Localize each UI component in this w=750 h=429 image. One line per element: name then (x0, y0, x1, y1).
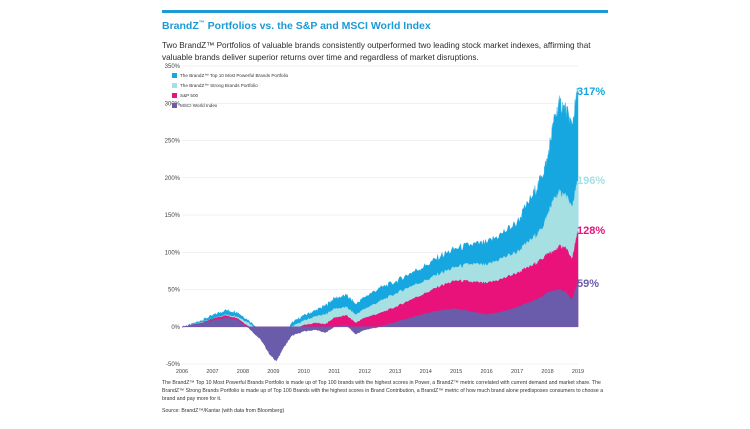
x-tick-label: 2016 (480, 369, 492, 375)
legend-swatch (172, 72, 177, 78)
series-end-label: 59% (577, 278, 600, 290)
x-tick-label: 2013 (389, 369, 401, 375)
legend: The BrandZ™ Top 10 Most Powerful Brands … (172, 70, 288, 110)
legend-label: The BrandZ™ Top 10 Most Powerful Brands … (180, 72, 289, 78)
footnote: The BrandZ™ Top 10 Most Powerful Brands … (162, 380, 604, 402)
x-tick-label: 2007 (206, 369, 218, 375)
x-tick-label: 2018 (541, 369, 553, 375)
y-tick-label: 150% (165, 213, 181, 219)
source-note: Source: BrandZ™/Kantar (with data from B… (162, 408, 285, 414)
legend-label: The BrandZ™ Strong Brands Portfolio (180, 82, 258, 88)
legend-item: The BrandZ™ Strong Brands Portfolio (172, 80, 288, 90)
x-tick-label: 2009 (267, 369, 279, 375)
x-tick-label: 2019 (572, 369, 584, 375)
chart-title: BrandZ™ Portfolios vs. the S&P and MSCI … (162, 20, 431, 32)
series-end-label: 317% (577, 86, 606, 98)
legend-item: MSCI World Index (172, 100, 288, 110)
legend-swatch (172, 82, 177, 88)
x-tick-label: 2011 (328, 369, 340, 375)
y-tick-label: 350% (165, 64, 181, 70)
y-tick-label: 0% (171, 325, 180, 331)
y-tick-label: -50% (166, 362, 181, 368)
legend-label: MSCI World Index (180, 102, 218, 108)
x-tick-label: 2017 (511, 369, 523, 375)
top-rule (162, 10, 608, 13)
y-tick-label: 200% (165, 176, 181, 182)
x-tick-label: 2015 (450, 369, 462, 375)
y-tick-label: 50% (168, 288, 181, 294)
chart-subtitle: Two BrandZ™ Portfolios of valuable brand… (162, 41, 591, 62)
x-tick-label: 2006 (176, 369, 188, 375)
y-tick-label: 100% (165, 250, 181, 256)
series-area-4 (181, 282, 579, 362)
x-tick-label: 2014 (420, 369, 432, 375)
x-tick-label: 2012 (359, 369, 371, 375)
legend-swatch (172, 102, 177, 108)
series-area-2 (181, 180, 579, 356)
x-tick-label: 2010 (298, 369, 310, 375)
legend-label: S&P 500 (180, 92, 199, 98)
x-tick-label: 2008 (237, 369, 249, 375)
legend-swatch (172, 92, 177, 98)
legend-item: The BrandZ™ Top 10 Most Powerful Brands … (172, 70, 288, 80)
legend-item: S&P 500 (172, 90, 288, 100)
series-end-label: 128% (577, 225, 606, 237)
series-end-label: 196% (577, 175, 606, 187)
y-tick-label: 250% (165, 139, 181, 145)
